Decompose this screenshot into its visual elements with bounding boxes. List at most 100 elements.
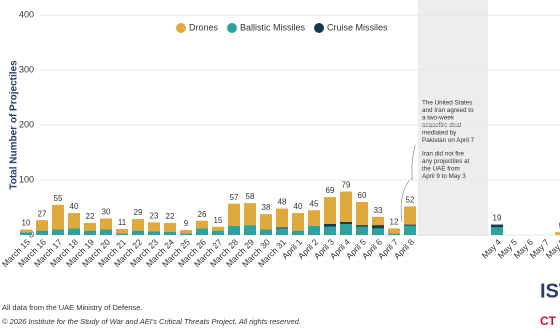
bar-segment — [148, 222, 160, 232]
total-label: 5 — [559, 221, 560, 230]
total-label: 79 — [342, 181, 351, 190]
bar-segment — [212, 226, 224, 231]
y-tick-label: 200 — [19, 119, 34, 129]
annotation-text: Pakistan on April 7 — [422, 137, 475, 144]
bar-segment — [340, 224, 352, 235]
bar-segment — [244, 225, 256, 235]
bar-segment — [164, 222, 176, 232]
bar-segment — [388, 233, 400, 235]
bar-segment — [372, 228, 384, 235]
annotation-text: April 9 to May 3 — [422, 173, 466, 180]
bar-segment — [276, 228, 288, 235]
total-label: 19 — [493, 214, 502, 223]
total-label: 52 — [406, 196, 415, 205]
bar-segment — [260, 214, 272, 230]
bar-segment — [276, 208, 288, 228]
bar-segment — [491, 227, 503, 235]
bar-segment — [164, 231, 176, 235]
annotation-text: Iran did not fire — [422, 151, 465, 158]
total-label: 60 — [358, 191, 367, 200]
annotation-text: a two-week — [422, 115, 455, 122]
bar-segment — [228, 203, 240, 226]
total-label: 9 — [184, 219, 189, 228]
bar-segment — [196, 228, 208, 235]
legend-swatch — [176, 23, 186, 33]
total-label: 23 — [150, 211, 159, 220]
total-label: 26 — [198, 210, 207, 219]
bar-segment — [52, 204, 64, 230]
total-label: 11 — [118, 218, 127, 227]
total-label: 10 — [22, 219, 31, 228]
bar-segment — [36, 220, 48, 231]
total-label: 30 — [102, 208, 111, 217]
y-tick-label: 300 — [19, 64, 34, 74]
total-label: 15 — [214, 216, 223, 225]
bar-segment — [84, 230, 96, 235]
bar-segment — [20, 229, 32, 233]
bar-segment — [388, 228, 400, 234]
total-label: 33 — [374, 206, 383, 215]
total-label: 29 — [134, 208, 143, 217]
bar-segment — [340, 191, 352, 222]
bar-segment — [132, 230, 144, 235]
bar-segment — [68, 213, 80, 229]
bar-segment — [116, 233, 128, 235]
total-label: 58 — [246, 192, 255, 201]
bar-segment — [404, 206, 416, 225]
bar-segment — [404, 225, 416, 235]
bar-segment — [244, 203, 256, 226]
bar-segment — [340, 221, 352, 224]
bar-segment — [68, 228, 80, 235]
legend-label: Drones — [189, 22, 219, 32]
bar-segment — [324, 224, 336, 227]
bar-segment — [372, 216, 384, 226]
total-label: 27 — [38, 209, 47, 218]
bar-segment — [196, 220, 208, 229]
arrow — [411, 144, 416, 181]
logo: CT — [540, 314, 557, 328]
total-label: 48 — [278, 198, 287, 207]
bar-segment — [132, 219, 144, 231]
legend-label: Cruise Missiles — [327, 22, 388, 32]
total-label: 40 — [294, 202, 303, 211]
bar-segment — [52, 229, 64, 235]
bar-segment — [84, 222, 96, 231]
bar-segment — [372, 225, 384, 229]
total-label: 57 — [230, 193, 239, 202]
legend-swatch — [314, 23, 325, 33]
total-label: 69 — [326, 186, 335, 195]
legend-label: Ballistic Missiles — [240, 22, 306, 32]
total-label: 22 — [166, 212, 175, 221]
total-label: 40 — [70, 202, 79, 211]
footnote: All data from the UAE Ministry of Defens… — [2, 303, 142, 312]
legend-swatch — [227, 23, 238, 33]
bar-segment — [356, 226, 368, 235]
bar-segment — [324, 197, 336, 224]
total-label: 12 — [390, 218, 399, 227]
bar-segment — [555, 232, 560, 235]
bar-segment — [308, 210, 320, 226]
bar-segment — [356, 202, 368, 226]
bar-segment — [20, 232, 32, 235]
bar-segment — [491, 224, 503, 228]
total-label: 38 — [262, 203, 271, 212]
bar-segment — [180, 233, 192, 235]
bar-segment — [100, 229, 112, 235]
bar-segment — [36, 230, 48, 235]
bar-segment — [276, 227, 288, 229]
bar-segment — [292, 230, 304, 235]
bar-segment — [228, 225, 240, 235]
annotation-text: and Iran agreed to — [422, 107, 474, 114]
bar-segment — [212, 230, 224, 235]
bar-segment — [404, 224, 416, 226]
bar-segment — [292, 213, 304, 231]
footnote: © 2026 Institute for the Study of War an… — [2, 317, 301, 326]
bar-segment — [324, 226, 336, 235]
bar-segment — [260, 229, 272, 235]
bar-segment — [308, 225, 320, 235]
y-axis-label: Total Number of Projectiles — [9, 60, 20, 190]
y-tick-label: 100 — [19, 174, 34, 184]
y-tick-label: 400 — [19, 9, 34, 19]
